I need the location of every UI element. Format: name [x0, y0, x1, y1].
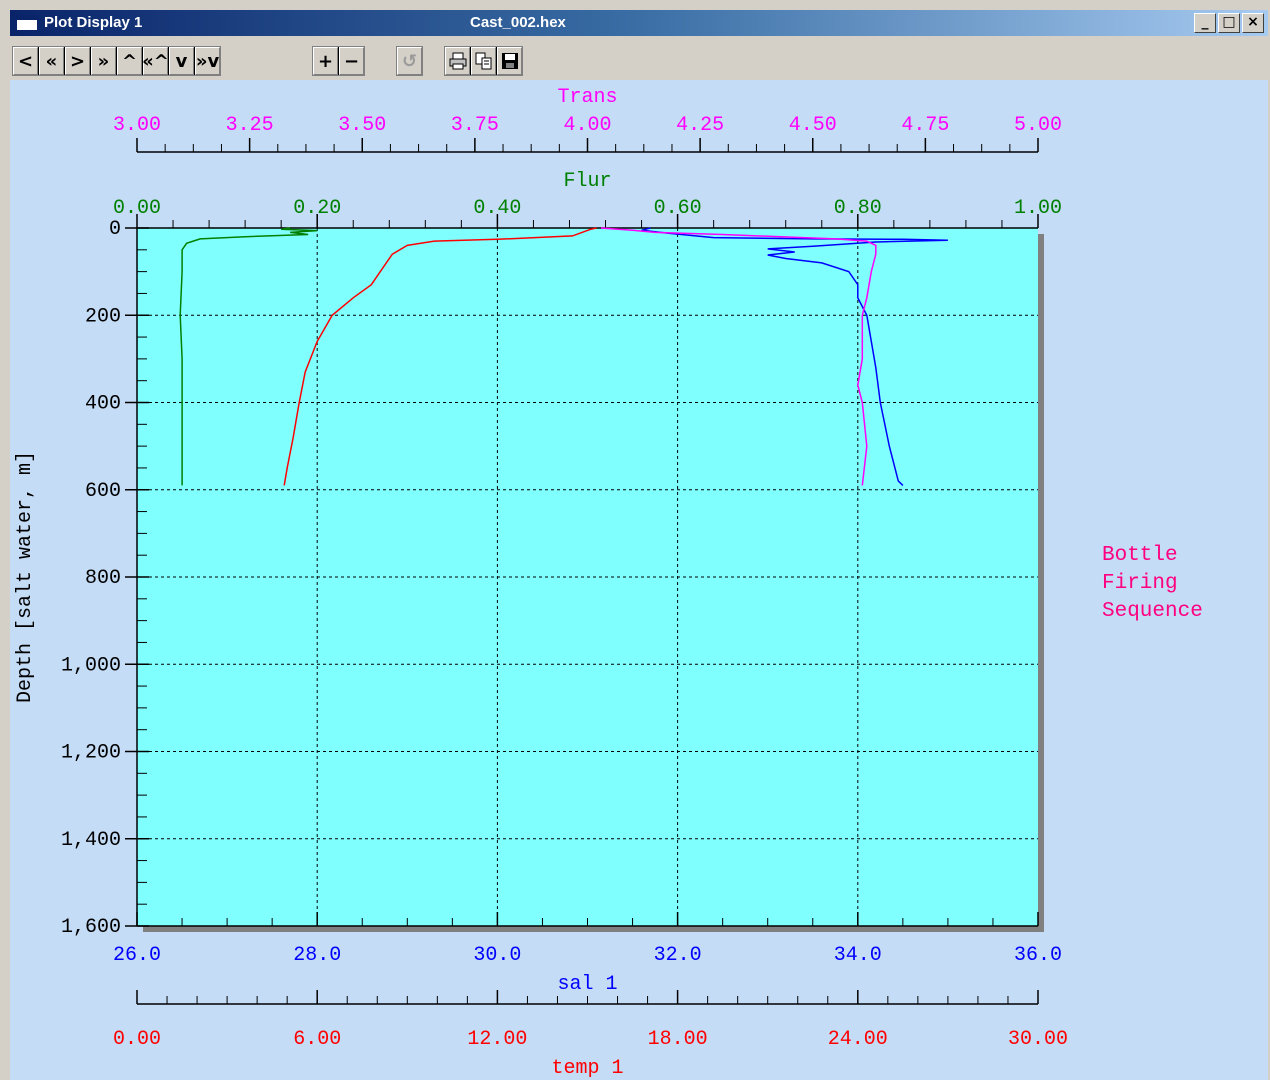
zoom-in-button[interactable]: + [313, 47, 338, 75]
bottle-legend-line: Firing [1102, 572, 1178, 595]
nav-far-up-button[interactable]: «^ [142, 47, 169, 75]
temp-tick-label: 24.00 [828, 1028, 888, 1051]
trans-axis-label: Trans [557, 86, 617, 109]
undo-button-group: ↺ [396, 46, 423, 76]
temp-axis-label: temp 1 [551, 1057, 623, 1080]
y-tick-label: 200 [85, 305, 121, 328]
y-tick-label: 800 [85, 567, 121, 590]
series-line-sal [641, 227, 948, 486]
copy-button[interactable] [471, 47, 496, 75]
sal-tick-label: 32.0 [654, 944, 702, 967]
title-bar[interactable]: Plot Display 1 Cast_002.hex _ □ × [10, 10, 1268, 36]
undo-button[interactable]: ↺ [397, 47, 422, 75]
nav-left-button[interactable]: < [13, 47, 38, 75]
trans-tick-label: 5.00 [1014, 114, 1062, 137]
trans-tick-label: 4.50 [789, 114, 837, 137]
trans-tick-label: 4.75 [901, 114, 949, 137]
temp-tick-label: 0.00 [113, 1028, 161, 1051]
file-name: Cast_002.hex [470, 14, 566, 31]
nav-up-button[interactable]: ^ [117, 47, 142, 75]
minimize-button[interactable]: _ [1194, 13, 1216, 33]
sal-tick-label: 34.0 [834, 944, 882, 967]
nav-button-group: < « > » ^ «^ v »v [12, 46, 221, 76]
close-button[interactable]: × [1242, 13, 1264, 33]
nav-far-left-button[interactable]: « [39, 47, 64, 75]
zoom-button-group: + − [312, 46, 365, 76]
trans-tick-label: 3.50 [338, 114, 386, 137]
sal-tick-label: 26.0 [113, 944, 161, 967]
maximize-button[interactable]: □ [1218, 13, 1240, 33]
temp-tick-label: 30.00 [1008, 1028, 1068, 1051]
trans-tick-label: 4.25 [676, 114, 724, 137]
y-tick-label: 1,200 [61, 742, 121, 765]
trans-tick-label: 3.25 [226, 114, 274, 137]
sal-tick-label: 36.0 [1014, 944, 1062, 967]
zoom-out-button[interactable]: − [339, 47, 364, 75]
temp-tick-label: 6.00 [293, 1028, 341, 1051]
temp-tick-label: 12.00 [467, 1028, 527, 1051]
series-line-flur [179, 227, 318, 486]
window-icon [16, 15, 38, 31]
y-tick-label: 1,600 [61, 916, 121, 939]
series-line-trans [600, 227, 877, 486]
save-icon [501, 53, 518, 69]
sal-tick-label: 28.0 [293, 944, 341, 967]
flur-tick-label: 0.80 [834, 197, 882, 220]
nav-far-right-button[interactable]: » [91, 47, 116, 75]
y-tick-label: 1,400 [61, 829, 121, 852]
flur-tick-label: 0.20 [293, 197, 341, 220]
y-tick-label: 400 [85, 393, 121, 416]
y-tick-label: 600 [85, 480, 121, 503]
nav-far-down-button[interactable]: »v [195, 47, 220, 75]
trans-tick-label: 4.00 [563, 114, 611, 137]
print-button[interactable] [445, 47, 470, 75]
file-button-group [444, 46, 523, 76]
nav-down-button[interactable]: v [169, 47, 194, 75]
nav-right-button[interactable]: > [65, 47, 90, 75]
flur-tick-label: 1.00 [1014, 197, 1062, 220]
trans-tick-label: 3.00 [113, 114, 161, 137]
flur-tick-label: 0.00 [113, 197, 161, 220]
trans-tick-label: 3.75 [451, 114, 499, 137]
y-axis-label: Depth [salt water, m] [14, 451, 37, 703]
y-tick-label: 0 [109, 218, 121, 241]
temp-tick-label: 18.00 [648, 1028, 708, 1051]
series-line-temp [283, 227, 597, 486]
window-title: Plot Display 1 [44, 14, 143, 31]
sal-axis-label: sal 1 [557, 973, 617, 996]
printer-icon [449, 52, 466, 70]
depth-profile-chart: 0 200 400 600 800 1,000 1,200 1,400 1,600 Depth [… [14, 86, 1203, 1080]
bottle-legend-line: Sequence [1102, 600, 1203, 623]
sal-tick-label: 30.0 [473, 944, 521, 967]
flur-tick-label: 0.60 [654, 197, 702, 220]
toolbar: < « > » ^ «^ v »v + − ↺ [10, 42, 1268, 78]
save-button[interactable] [497, 47, 522, 75]
copy-icon [475, 52, 491, 70]
flur-axis-label: Flur [563, 170, 611, 193]
bottle-legend-line: Bottle [1102, 544, 1178, 567]
flur-tick-label: 0.40 [473, 197, 521, 220]
plot-area: 0 200 400 600 800 1,000 1,200 1,400 1,600 Depth [… [10, 80, 1268, 1080]
y-tick-label: 1,000 [61, 654, 121, 677]
